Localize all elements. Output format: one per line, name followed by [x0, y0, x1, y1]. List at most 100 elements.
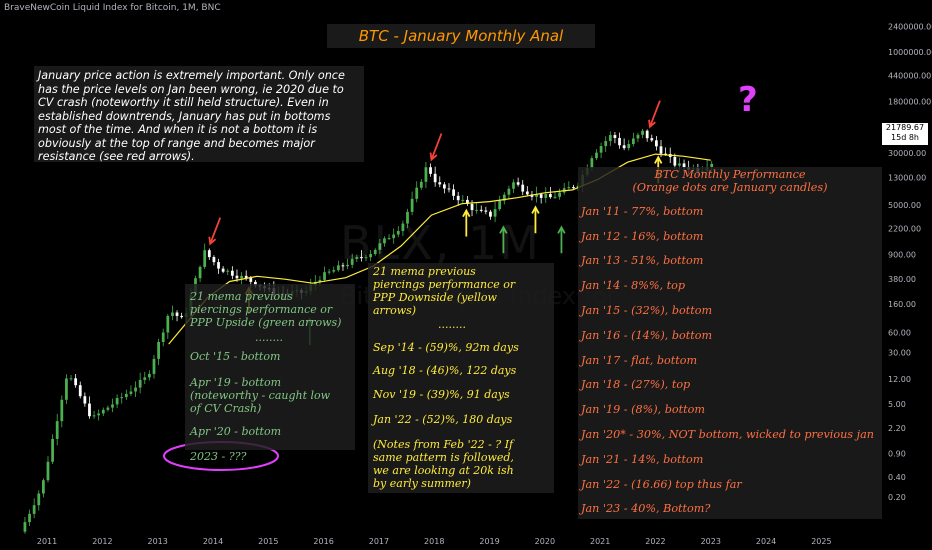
candle-body: [51, 438, 54, 462]
candle-body: [129, 391, 133, 394]
candle-body: [631, 138, 635, 145]
candle-body: [157, 341, 160, 359]
y-tick-label: 12.00: [888, 375, 911, 384]
candle-body: [664, 153, 667, 155]
performance-heading: BTC Monthly Performance: [654, 168, 806, 181]
candle-body: [539, 194, 543, 198]
candle-body: [622, 145, 626, 149]
green-line: Oct '15 - bottom: [190, 350, 281, 363]
candle-body: [498, 200, 502, 210]
yellow-line: ........: [438, 318, 466, 331]
red-arrow: [649, 100, 661, 128]
candle-body: [249, 277, 253, 282]
red-arrow: [429, 152, 438, 162]
yellow-line: same pattern is followed,: [373, 451, 514, 464]
candle-body: [613, 135, 617, 138]
x-axis[interactable]: 2011 2012 2013 2014 2015 2016 2017 2018 2019 2020…: [37, 537, 832, 546]
candle-body: [134, 387, 137, 392]
y-tick-label: 2400000.00: [888, 23, 932, 32]
y-axis[interactable]: 2400000.001000000.00440000.00180000.0070…: [888, 23, 932, 502]
yellow-line: Jan '22 - (52)%, 180 days: [373, 413, 513, 426]
yellow-line: piercings performance or: [373, 278, 516, 291]
candle-body: [544, 194, 548, 198]
performance-row: Jan '12 - 16%, bottom: [581, 230, 704, 243]
candle-body: [152, 358, 156, 374]
candle-body: [604, 141, 608, 147]
symbol-header[interactable]: BraveNewCoin Liquid Index for Bitcoin, 1…: [4, 3, 221, 13]
candle-body: [378, 243, 382, 250]
candle-body: [171, 312, 174, 316]
y-tick-label: 0.40: [888, 473, 906, 482]
candle-body: [659, 146, 663, 154]
x-tick-label: 2017: [369, 537, 389, 546]
red-arrow: [208, 236, 217, 246]
candle-body: [406, 211, 409, 224]
candle-body: [512, 182, 515, 189]
x-tick-label: 2019: [479, 537, 499, 546]
candle-body: [549, 194, 552, 198]
x-tick-label: 2020: [535, 537, 555, 546]
candle-body: [124, 393, 128, 398]
candle-body: [387, 238, 391, 240]
candle-body: [106, 407, 110, 410]
y-tick-label: 0.20: [888, 493, 906, 502]
x-tick-label: 2021: [590, 537, 610, 546]
candle-body: [466, 199, 469, 204]
candle-body: [535, 194, 538, 197]
green-note: 21 mema previous piercings performance o…: [185, 284, 355, 463]
candle-body: [83, 396, 87, 404]
candle-body: [65, 378, 68, 400]
candle-body: [313, 281, 317, 286]
y-tick-label: 440000.00: [888, 72, 931, 81]
price-tag: 21789.67 15d 8h: [882, 123, 928, 145]
candle-body: [461, 199, 465, 201]
performance-row: Jan '21 - 14%, bottom: [581, 453, 704, 466]
candle-body: [655, 140, 658, 147]
candle-body: [138, 379, 142, 388]
candle-body: [650, 138, 654, 141]
candle-body: [60, 399, 64, 422]
candle-body: [572, 187, 575, 189]
ma21-line: [168, 153, 711, 345]
yellow-line: arrows): [373, 304, 417, 317]
candle-body: [470, 203, 474, 211]
green-line: piercings performance or: [190, 303, 333, 316]
price-value: 21789.67: [885, 123, 925, 132]
candle-body: [502, 194, 506, 201]
candle-body: [429, 167, 432, 174]
y-tick-label: 900.00: [888, 250, 916, 259]
candle-body: [673, 156, 677, 166]
green-line: of CV Crash): [190, 402, 262, 415]
yellow-arrow: [462, 208, 471, 218]
x-tick-label: 2018: [424, 537, 444, 546]
candle-body: [452, 189, 455, 196]
candle-body: [599, 146, 603, 153]
candle-body: [641, 130, 644, 135]
candle-body: [166, 315, 170, 333]
candle-body: [101, 409, 105, 414]
yellow-line: we are looking at 20k ish: [373, 464, 514, 477]
x-tick-label: 2016: [313, 537, 333, 546]
candle-body: [55, 421, 59, 439]
candle-body: [415, 187, 419, 199]
green-line: 21 mema previous: [190, 290, 293, 303]
y-tick-label: 5.00: [888, 400, 906, 409]
candle-body: [180, 315, 184, 318]
performance-row: Jan '20* - 30%, NOT bottom, wicked to pr…: [581, 428, 874, 441]
candle-body: [32, 505, 36, 514]
candle-body: [507, 188, 511, 195]
candle-body: [401, 223, 405, 231]
candle-body: [627, 144, 631, 149]
candle-body: [327, 271, 331, 273]
x-tick-label: 2025: [811, 537, 831, 546]
performance-table: BTC Monthly Performance (Orange dots are…: [578, 167, 882, 519]
candle-body: [97, 413, 101, 416]
candle-body: [475, 209, 479, 211]
candle-body: [74, 378, 78, 386]
candle-body: [203, 250, 207, 267]
chart-title: BTC - January Monthly Anal: [327, 24, 595, 48]
performance-row: Jan '17 - flat, bottom: [581, 354, 698, 367]
candle-body: [682, 163, 686, 168]
yellow-line: 21 mema previous: [373, 265, 476, 278]
